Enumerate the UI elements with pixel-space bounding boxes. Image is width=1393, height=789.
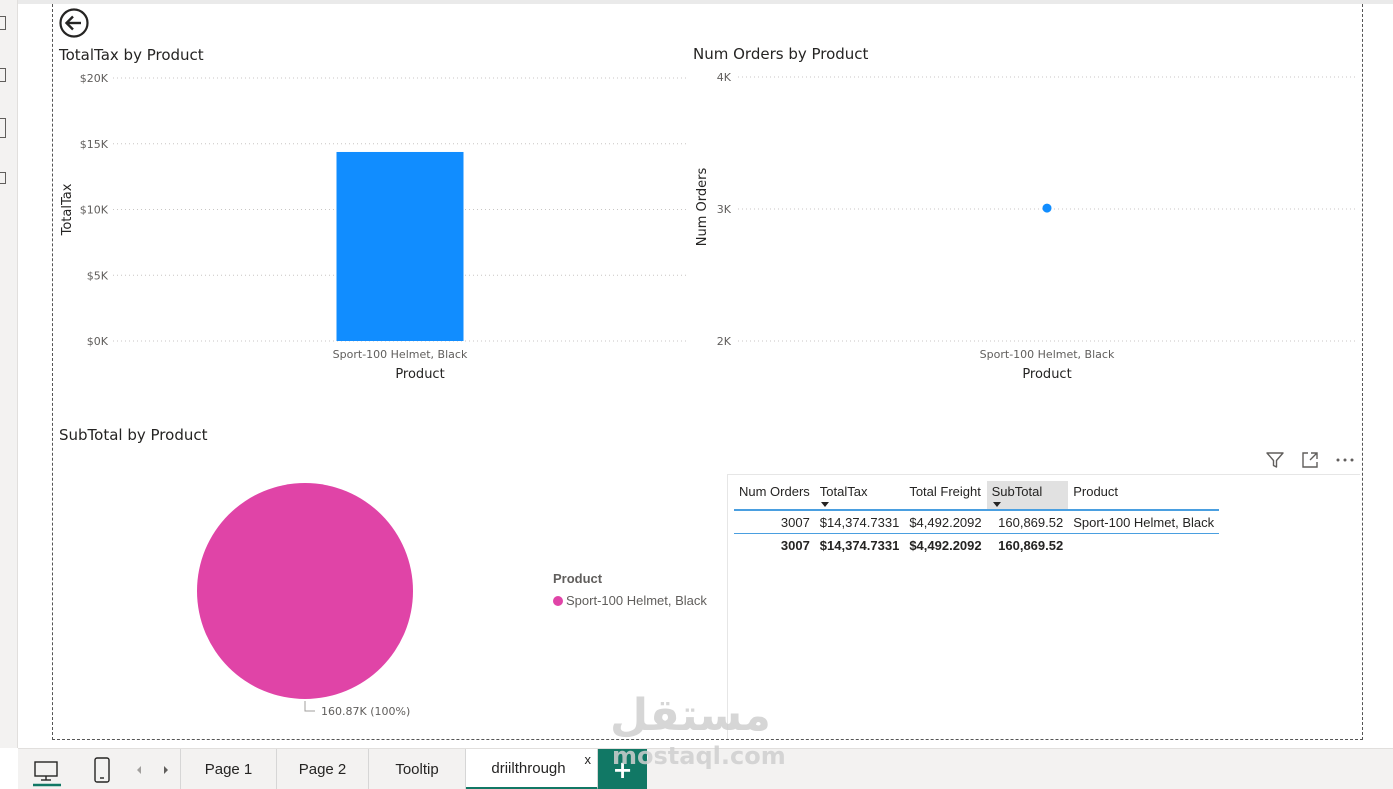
back-arrow-icon[interactable]	[58, 7, 90, 39]
top-strip	[18, 0, 1393, 4]
tab-driilthrough[interactable]: driilthrough x	[466, 749, 598, 789]
x-axis-title: Product	[395, 367, 444, 382]
column-header-product[interactable]: Product	[1068, 481, 1220, 511]
tab-label: Page 1	[204, 761, 253, 778]
column-header-totaltax[interactable]: TotalTax	[814, 481, 905, 511]
close-tab-icon[interactable]: x	[584, 752, 592, 767]
pie-legend-item[interactable]: Sport-100 Helmet, Black	[553, 593, 707, 608]
filter-icon[interactable]	[1264, 449, 1286, 471]
column-header-label: Num Orders	[739, 484, 810, 499]
tab-page-1[interactable]: Page 1	[180, 749, 277, 789]
total-cell: $4,492.2092	[909, 538, 982, 553]
left-rail	[0, 0, 18, 748]
total-cell: 160,869.52	[998, 538, 1064, 553]
sort-descending-icon	[820, 502, 829, 507]
pie-slice	[197, 483, 413, 699]
table-visual-header	[1262, 449, 1362, 471]
x-tick-label: Sport-100 Helmet, Black	[333, 348, 468, 361]
column-header-subtotal[interactable]: SubTotal	[986, 481, 1069, 511]
total-cell: 3007	[780, 538, 810, 553]
totaltax-chart-title: TotalTax by Product	[59, 46, 204, 64]
column-header-label: Product	[1073, 484, 1119, 499]
table-cell: 160,869.52	[986, 510, 1069, 534]
y-tick-label: 3K	[717, 203, 732, 216]
y-axis-title: Num Orders	[695, 168, 710, 247]
bar	[336, 151, 464, 341]
desktop-layout-icon[interactable]	[32, 755, 62, 787]
pie-data-label: 160.87K (100%)	[321, 705, 410, 718]
table-row[interactable]: 3007 $14,374.7331 $4,492.2092 160,869.52…	[734, 510, 1220, 534]
dax-view-icon[interactable]	[0, 172, 6, 184]
more-options-icon[interactable]	[1334, 449, 1356, 471]
table-cell: 3007	[734, 510, 815, 534]
mobile-layout-icon[interactable]	[87, 755, 117, 787]
numorders-scatter-chart[interactable]: 2K 3K 4K Sport-100 Helmet, Black Product Num …	[688, 64, 1360, 394]
total-cell	[1068, 534, 1219, 557]
scroll-tabs-right-icon[interactable]	[161, 764, 171, 776]
column-header-label: Total Freight	[909, 484, 981, 499]
tab-tooltip[interactable]: Tooltip	[369, 749, 466, 789]
table-cell: $4,492.2092	[904, 510, 987, 534]
column-header-label: TotalTax	[819, 484, 868, 499]
pie-legend-title: Product	[553, 571, 603, 586]
page-tab-bar: Page 1 Page 2 Tooltip driilthrough x +	[18, 748, 1393, 789]
x-tick-label: Sport-100 Helmet, Black	[980, 348, 1115, 361]
y-tick-label: $5K	[87, 269, 109, 282]
tab-label: Tooltip	[395, 761, 439, 778]
data-table: Num Orders TotalTax Total Freight SubTot…	[734, 481, 1220, 557]
data-point	[1042, 203, 1052, 213]
y-tick-label: 4K	[717, 71, 732, 84]
tab-label: driilthrough	[491, 759, 566, 777]
tab-label: Page 2	[298, 761, 347, 778]
report-canvas	[52, 4, 1363, 740]
report-view-icon[interactable]	[0, 16, 6, 30]
pie-legend-item-label: Sport-100 Helmet, Black	[566, 593, 707, 608]
table-cell: Sport-100 Helmet, Black	[1068, 510, 1220, 534]
sort-descending-icon	[992, 502, 1001, 507]
focus-mode-icon[interactable]	[1299, 449, 1321, 471]
legend-marker	[553, 595, 563, 606]
table-cell: $14,374.7331	[814, 510, 905, 534]
x-axis-title: Product	[1022, 367, 1071, 382]
table-visual: Num Orders TotalTax Total Freight SubTot…	[727, 474, 1360, 739]
y-tick-label: $20K	[80, 72, 109, 85]
subtotal-pie-chart[interactable]: 160.87K (100%)	[180, 470, 440, 730]
data-label-leader	[304, 701, 315, 712]
subtotal-chart-title: SubTotal by Product	[59, 426, 208, 444]
column-header-label: SubTotal	[991, 484, 1043, 499]
column-header-total-freight[interactable]: Total Freight	[904, 481, 987, 511]
add-page-button[interactable]: +	[598, 749, 647, 789]
totaltax-bar-chart[interactable]: $0K $5K $10K $15K $20K Sport-100 Helmet, Blac…	[53, 64, 693, 394]
numorders-chart-title: Num Orders by Product	[693, 45, 869, 63]
y-tick-label: $15K	[80, 138, 109, 151]
scroll-tabs-left-icon[interactable]	[134, 764, 144, 776]
column-header-num-orders[interactable]: Num Orders	[734, 481, 815, 511]
table-total-row: 3007 $14,374.7331 $4,492.2092 160,869.52	[734, 534, 1219, 557]
tab-page-2[interactable]: Page 2	[277, 749, 369, 789]
y-axis-title: TotalTax	[60, 183, 75, 236]
y-tick-label: 2K	[717, 335, 732, 348]
y-tick-label: $10K	[80, 204, 109, 217]
y-tick-label: $0K	[87, 335, 109, 348]
total-cell: $14,374.7331	[819, 538, 900, 553]
table-view-icon[interactable]	[0, 68, 6, 82]
table-header-row: Num Orders TotalTax Total Freight SubTot…	[734, 481, 1220, 511]
model-view-icon[interactable]	[0, 118, 6, 138]
